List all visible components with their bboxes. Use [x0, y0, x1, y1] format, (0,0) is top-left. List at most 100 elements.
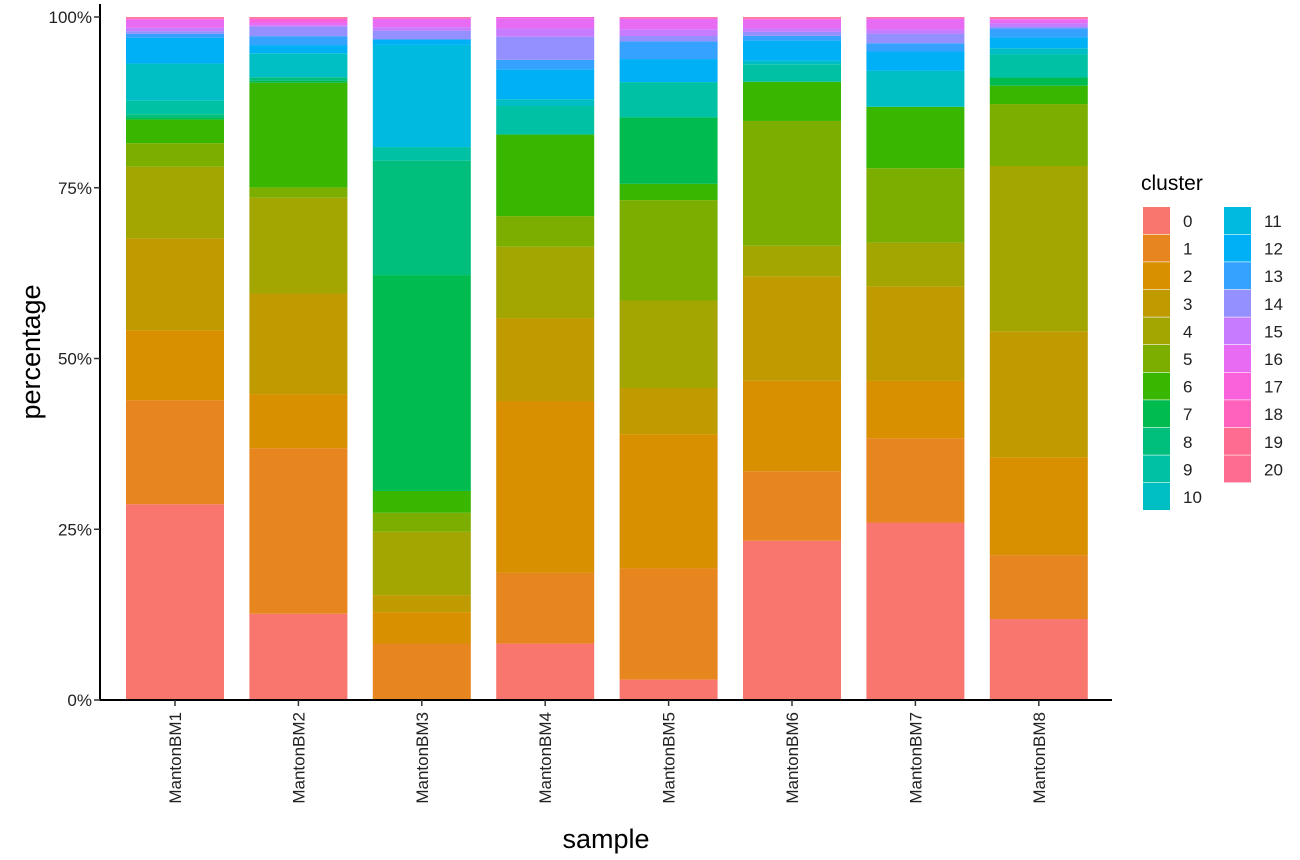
bar-segment-MantonBM4-cluster-3 — [496, 318, 595, 401]
legend-label: 12 — [1264, 240, 1283, 259]
bar-segment-MantonBM4-cluster-2 — [496, 400, 595, 573]
bar-segment-MantonBM5-cluster-4 — [619, 300, 718, 389]
bar-segment-MantonBM4-cluster-17 — [496, 17, 595, 19]
bar-segment-MantonBM5-cluster-18 — [619, 17, 718, 19]
bar-segment-MantonBM4-cluster-13 — [496, 59, 595, 70]
bar-segment-MantonBM3-cluster-19 — [372, 17, 471, 18]
bar-segment-MantonBM8-cluster-3 — [989, 331, 1088, 458]
bar-segment-MantonBM1-cluster-10 — [126, 63, 224, 101]
bar-segment-MantonBM5-cluster-7 — [619, 117, 718, 184]
legend-key-15 — [1224, 317, 1251, 345]
bar-segment-MantonBM5-cluster-5 — [619, 200, 718, 301]
y-tick-label: 75% — [58, 179, 92, 198]
bar-segment-MantonBM5-cluster-12 — [619, 59, 718, 83]
bar-segment-MantonBM7-cluster-10 — [866, 70, 965, 107]
bar-segment-MantonBM6-cluster-13 — [743, 35, 841, 41]
bar-segment-MantonBM5-cluster-3 — [619, 388, 718, 435]
legend-key-8 — [1143, 427, 1170, 455]
bar-segment-MantonBM6-cluster-4 — [743, 245, 841, 277]
legend-label: 5 — [1183, 350, 1192, 369]
legend-label: 6 — [1183, 378, 1192, 397]
bar-segment-MantonBM1-cluster-6 — [126, 119, 224, 144]
bar-segment-MantonBM3-cluster-6 — [372, 490, 471, 513]
legend-label: 9 — [1183, 460, 1192, 479]
bar-segment-MantonBM8-cluster-12 — [989, 37, 1088, 49]
bar-segment-MantonBM2-cluster-15 — [249, 25, 348, 27]
bar-segment-MantonBM2-cluster-4 — [249, 197, 348, 294]
bar-segment-MantonBM3-cluster-18 — [372, 17, 471, 19]
bar-segment-MantonBM1-cluster-17 — [126, 19, 224, 20]
bar-segment-MantonBM5-cluster-19 — [619, 17, 718, 18]
legend-key-7 — [1143, 400, 1170, 428]
x-tick-label: MantonBM3 — [413, 712, 432, 804]
bar-segment-MantonBM4-cluster-0 — [496, 643, 595, 700]
legend-key-17 — [1224, 372, 1251, 400]
bar-segment-MantonBM3-cluster-15 — [372, 27, 471, 31]
bar-segment-MantonBM8-cluster-7 — [989, 77, 1088, 86]
legend-key-16 — [1224, 345, 1251, 372]
legend-label: 13 — [1264, 267, 1283, 286]
bar-segment-MantonBM7-cluster-16 — [866, 19, 965, 30]
bar-segment-MantonBM5-cluster-14 — [619, 35, 718, 42]
bar-segment-MantonBM2-cluster-2 — [249, 394, 348, 449]
bar-segment-MantonBM1-cluster-16 — [126, 19, 224, 28]
bar-segment-MantonBM2-cluster-14 — [249, 26, 348, 37]
bar-segment-MantonBM4-cluster-9 — [496, 106, 595, 135]
bar-segment-MantonBM4-cluster-4 — [496, 246, 595, 319]
bar-segment-MantonBM3-cluster-11 — [372, 44, 471, 148]
legend-label: 18 — [1264, 405, 1283, 424]
bar-segment-MantonBM2-cluster-5 — [249, 187, 348, 198]
bar-segment-MantonBM7-cluster-0 — [866, 522, 965, 700]
bar-segment-MantonBM1-cluster-15 — [126, 27, 224, 32]
bar-segment-MantonBM4-cluster-16 — [496, 18, 595, 29]
bar-segment-MantonBM1-cluster-18 — [126, 18, 224, 20]
bar-segment-MantonBM3-cluster-14 — [372, 30, 471, 40]
bar-segment-MantonBM6-cluster-18 — [743, 18, 841, 20]
bar-segment-MantonBM5-cluster-9 — [619, 82, 718, 118]
bar-segment-MantonBM1-cluster-3 — [126, 238, 224, 331]
bar-segment-MantonBM7-cluster-15 — [866, 29, 965, 34]
bar-segment-MantonBM6-cluster-5 — [743, 120, 841, 246]
y-tick-label: 25% — [58, 520, 92, 539]
bar-segment-MantonBM2-cluster-10 — [249, 53, 348, 78]
bar-segment-MantonBM8-cluster-5 — [989, 104, 1088, 166]
bar-segment-MantonBM8-cluster-2 — [989, 457, 1088, 556]
bar-segment-MantonBM6-cluster-12 — [743, 40, 841, 61]
bar-segment-MantonBM1-cluster-13 — [126, 33, 224, 38]
legend-label: 16 — [1264, 350, 1283, 369]
x-tick-label: MantonBM1 — [166, 712, 185, 804]
x-tick-label: MantonBM5 — [660, 712, 679, 804]
bar-segment-MantonBM2-cluster-20 — [249, 17, 348, 18]
bar-segment-MantonBM6-cluster-17 — [743, 19, 841, 20]
bar-segment-MantonBM2-cluster-8 — [249, 77, 348, 81]
bar-segment-MantonBM6-cluster-2 — [743, 380, 841, 472]
bar-segment-MantonBM6-cluster-20 — [743, 17, 841, 18]
y-axis-title: percentage — [16, 284, 46, 419]
bar-segment-MantonBM1-cluster-20 — [126, 17, 224, 18]
bar-segment-MantonBM8-cluster-10 — [989, 48, 1088, 55]
bar-segment-MantonBM5-cluster-15 — [619, 29, 718, 36]
legend-key-6 — [1143, 372, 1170, 400]
bar-segment-MantonBM2-cluster-17 — [249, 19, 348, 23]
bar-segment-MantonBM8-cluster-1 — [989, 555, 1088, 620]
bar-segment-MantonBM7-cluster-3 — [866, 286, 965, 381]
bar-segment-MantonBM7-cluster-1 — [866, 438, 965, 523]
bar-segment-MantonBM2-cluster-7 — [249, 80, 348, 83]
bar-segment-MantonBM2-cluster-1 — [249, 448, 348, 614]
x-tick-label: MantonBM7 — [906, 712, 925, 804]
legend-label: 10 — [1183, 488, 1202, 507]
bar-segment-MantonBM8-cluster-0 — [989, 619, 1088, 700]
bar-segment-MantonBM7-cluster-14 — [866, 33, 965, 44]
bar-segment-MantonBM7-cluster-18 — [866, 17, 965, 19]
bar-segment-MantonBM1-cluster-5 — [126, 143, 224, 167]
bar-segment-MantonBM8-cluster-17 — [989, 19, 1088, 20]
legend-key-19 — [1224, 427, 1251, 455]
legend-label: 1 — [1183, 240, 1192, 259]
bar-segment-MantonBM4-cluster-14 — [496, 36, 595, 60]
bar-segment-MantonBM1-cluster-14 — [126, 31, 224, 34]
bar-segment-MantonBM6-cluster-3 — [743, 276, 841, 381]
bar-segment-MantonBM7-cluster-5 — [866, 168, 965, 243]
bar-segment-MantonBM6-cluster-19 — [743, 17, 841, 19]
legend-key-1 — [1143, 234, 1170, 262]
